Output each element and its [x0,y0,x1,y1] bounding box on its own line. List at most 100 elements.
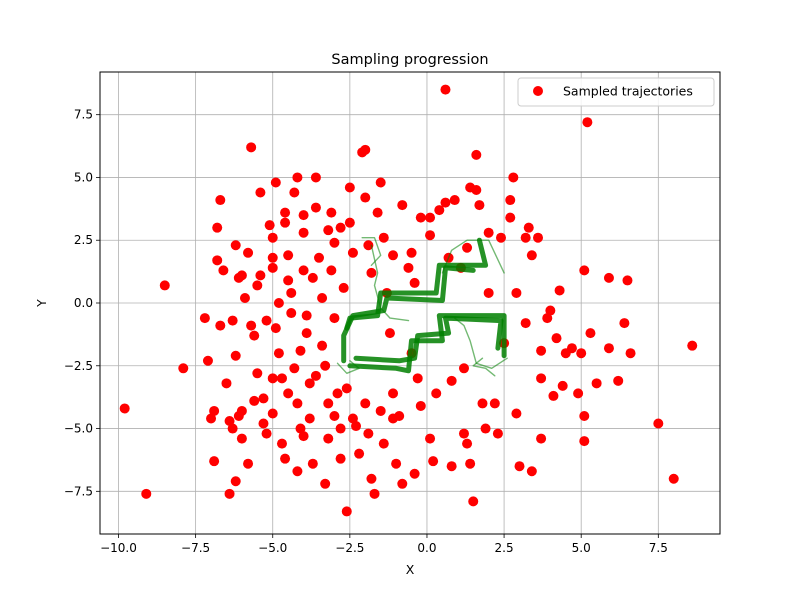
scatter-point [354,448,365,459]
scatter-point [582,117,593,128]
scatter-point [199,313,210,324]
scatter-point [576,348,587,359]
scatter-point [508,172,519,183]
y-tick-label: −2.5 [64,359,93,373]
scatter-point [412,373,423,384]
scatter-point [224,488,235,499]
x-tick-label: −2.5 [335,541,364,555]
scatter-point [212,255,223,266]
scatter-point [329,237,340,248]
scatter-point [273,348,284,359]
scatter-point [489,398,500,409]
scatter-point [360,144,371,155]
scatter-point [458,428,469,439]
scatter-point [283,250,294,261]
x-tick-label: −5.0 [258,541,287,555]
scatter-point [492,428,503,439]
scatter-point [267,252,278,263]
scatter-point [261,315,272,326]
trajectory-path [441,239,505,274]
scatter-point [465,458,476,469]
scatter-point [295,423,306,434]
scatter-point [280,453,291,464]
scatter-point [230,350,241,361]
scatter-point [283,275,294,286]
scatter-point [310,202,321,213]
scatter-point [236,270,247,281]
scatter-point [545,305,556,316]
scatter-point [252,368,263,379]
scatter-point [261,428,272,439]
scatter-point [258,418,269,429]
scatter-point [249,330,260,341]
trajectory-path [341,265,476,364]
legend-marker [533,86,543,96]
chart-title: Sampling progression [331,52,488,68]
scatter-point [579,410,590,421]
scatter-point [391,458,402,469]
scatter-point [468,496,479,507]
scatter-point [351,421,362,432]
scatter-point [514,461,525,472]
scatter-point [446,461,457,472]
scatter-point [363,428,374,439]
y-tick-label: 7.5 [74,108,93,122]
scatter-point [428,456,439,467]
scatter-point [474,200,485,211]
scatter-point [409,468,420,479]
scatter-point [276,373,287,384]
scatter-point [289,363,300,374]
y-axis-label: Y [34,299,49,308]
scatter-point [375,405,386,416]
scatter-point [267,408,278,419]
scatter-point [212,222,223,233]
y-tick-label: 5.0 [74,170,93,184]
scatter-point [258,393,269,404]
scatter-point [585,328,596,339]
scatter-point [286,287,297,298]
y-tick-label: −7.5 [64,484,93,498]
scatter-point [533,232,544,243]
scatter-point [280,207,291,218]
scatter-point [536,345,547,356]
scatter-point [292,172,303,183]
scatter-point [298,227,309,238]
scatter-point [548,390,559,401]
x-tick-label: 7.5 [649,541,668,555]
scatter-point [276,438,287,449]
scatter-point [511,287,522,298]
scatter-point [227,423,238,434]
scatter-point [573,388,584,399]
x-tick-label: 0.0 [417,541,436,555]
scatter-point [613,375,624,386]
trajectory-path [361,237,382,266]
scatter-point [520,232,531,243]
scatter-point [239,292,250,303]
scatter-point [255,270,266,281]
trajectory-path [347,313,507,374]
scatter-point [224,416,235,427]
legend-label: Sampled trajectories [563,84,693,99]
scatter-point [236,433,247,444]
scatter-point [375,177,386,188]
scatter-point [363,240,374,251]
scatter-point [215,195,226,206]
scatter-point [603,343,614,354]
scatter-point [301,310,312,321]
scatter-point [425,433,436,444]
scatter-point [344,182,355,193]
scatter-point [526,466,537,477]
scatter-point [579,265,590,276]
scatter-point [270,177,281,188]
scatter-point [542,313,553,324]
scatter-point [619,318,630,329]
scatter-point [409,277,420,288]
scatter-point [403,262,414,273]
scatter-point [264,220,275,231]
trajectory-path [336,360,360,374]
scatter-point [653,418,664,429]
scatter-point [273,298,284,308]
scatter-point [332,388,343,399]
y-tick-label: −5.0 [64,422,93,436]
scatter-point [372,207,383,218]
